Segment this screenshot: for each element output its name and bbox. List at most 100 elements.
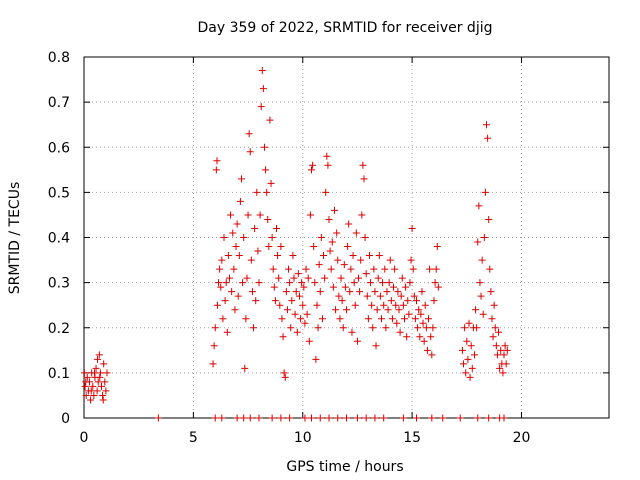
data-point [224, 252, 232, 260]
data-point [456, 414, 464, 422]
data-point [334, 256, 342, 264]
data-point [212, 166, 220, 174]
data-point [276, 301, 284, 309]
data-point [405, 310, 413, 318]
data-point [489, 333, 497, 341]
data-point [485, 414, 493, 422]
data-point [250, 324, 258, 332]
y-tick-label: 0.6 [48, 140, 70, 156]
data-point [383, 288, 391, 296]
data-point [293, 328, 301, 336]
data-point [83, 373, 91, 381]
y-axis-ticks: 0 0.1 0.2 0.3 0.4 0.5 0.6 0.7 0.8 [48, 50, 609, 427]
data-point [294, 270, 302, 278]
data-point [356, 288, 364, 296]
data-point [216, 265, 224, 273]
data-point [488, 315, 496, 323]
data-point [93, 387, 101, 395]
data-point [316, 288, 324, 296]
data-point [461, 324, 469, 332]
data-point [358, 211, 366, 219]
data-point [80, 369, 88, 377]
data-point [350, 279, 358, 287]
data-point [402, 283, 410, 291]
data-point [82, 378, 90, 386]
data-point [475, 202, 483, 210]
data-point [320, 252, 328, 260]
data-point [297, 315, 305, 323]
data-point [439, 414, 447, 422]
data-point [493, 351, 501, 359]
data-point [337, 274, 345, 282]
x-tick-label: 15 [403, 430, 421, 446]
data-point [500, 351, 508, 359]
data-point [465, 319, 473, 327]
data-point [236, 197, 244, 205]
data-point [413, 414, 420, 422]
data-point [495, 328, 503, 336]
data-point [91, 369, 98, 377]
data-point [295, 292, 303, 300]
data-point [230, 265, 238, 273]
data-point [321, 274, 329, 282]
data-point [330, 206, 338, 214]
data-point [314, 324, 322, 332]
data-point [470, 351, 478, 359]
data-point [228, 288, 236, 296]
data-point [381, 265, 389, 273]
data-point [268, 234, 276, 241]
data-point [215, 279, 223, 287]
data-point [462, 369, 470, 377]
data-point [259, 85, 267, 93]
data-point [265, 243, 273, 251]
data-point [492, 342, 500, 350]
data-point [362, 270, 370, 278]
x-tick-label: 5 [189, 430, 198, 446]
data-point [335, 292, 343, 300]
data-point [240, 414, 248, 422]
x-axis-ticks: 0 5 10 15 20 [80, 57, 530, 446]
chart-title: Day 359 of 2022, SRMTID for receiver dji… [198, 20, 493, 36]
data-point [484, 134, 492, 142]
y-tick-label: 0.4 [48, 231, 70, 247]
data-point [270, 283, 278, 291]
data-point [98, 382, 105, 390]
data-point [210, 342, 218, 350]
data-point [233, 414, 241, 422]
data-point [371, 414, 379, 422]
data-point [357, 256, 365, 264]
data-point [400, 315, 408, 323]
data-point [213, 157, 221, 165]
data-point [244, 211, 252, 219]
data-point [479, 310, 487, 318]
data-point [286, 279, 294, 287]
data-point [327, 265, 335, 273]
data-point [353, 414, 361, 422]
data-point [211, 414, 219, 422]
y-tick-label: 0.8 [48, 50, 70, 66]
data-point [306, 211, 314, 219]
data-point [477, 292, 485, 300]
data-point [464, 355, 472, 363]
data-point [351, 301, 359, 309]
data-point [395, 306, 403, 314]
data-point [380, 414, 388, 422]
data-point [345, 220, 353, 228]
data-point [467, 342, 475, 350]
data-point [378, 315, 385, 323]
data-point [302, 265, 310, 273]
data-point [423, 346, 431, 354]
data-point [312, 355, 320, 363]
data-point [100, 360, 108, 368]
data-point [218, 414, 226, 422]
data-point [95, 351, 103, 359]
data-point [428, 414, 436, 422]
data-point [288, 297, 296, 305]
data-point [384, 306, 392, 314]
data-point [218, 256, 226, 264]
data-point [290, 274, 298, 282]
data-point [315, 261, 323, 269]
data-point [460, 360, 468, 368]
data-point [271, 297, 279, 305]
